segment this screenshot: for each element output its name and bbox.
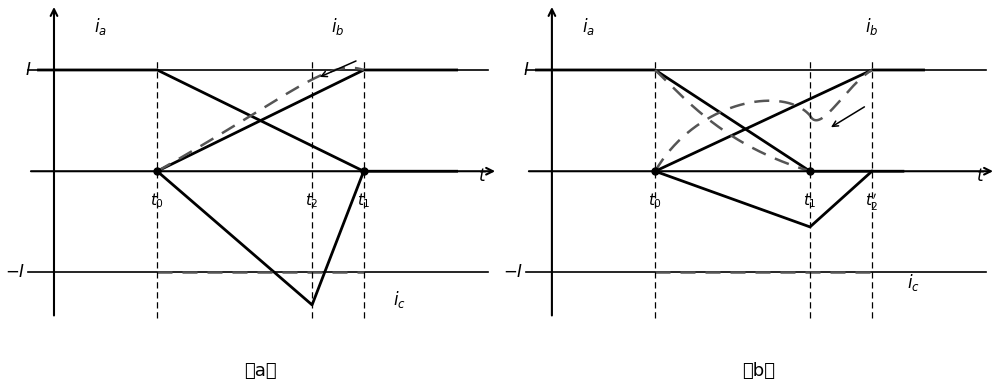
Text: $-I$: $-I$ <box>503 264 523 282</box>
Text: $t_0$: $t_0$ <box>648 192 662 210</box>
Text: $i_b$: $i_b$ <box>331 16 345 37</box>
Text: $i_a$: $i_a$ <box>94 16 107 37</box>
Text: $i_c$: $i_c$ <box>907 272 920 293</box>
Text: $t_1$: $t_1$ <box>357 192 371 210</box>
Text: $i_c$: $i_c$ <box>393 289 406 310</box>
Text: $t_0$: $t_0$ <box>150 192 164 210</box>
Text: $t$: $t$ <box>976 167 985 186</box>
Text: $t$: $t$ <box>478 167 487 186</box>
Text: $-I$: $-I$ <box>5 264 25 282</box>
Text: $t_1$: $t_1$ <box>803 192 817 210</box>
Text: $t_2$: $t_2$ <box>305 192 319 210</box>
Text: $I$: $I$ <box>25 61 31 79</box>
Text: $t_2'$: $t_2'$ <box>865 192 879 213</box>
Text: $I$: $I$ <box>523 61 529 79</box>
Text: （a）: （a） <box>244 362 277 380</box>
Text: （b）: （b） <box>742 362 775 380</box>
Text: $i_b$: $i_b$ <box>865 16 879 37</box>
Text: $i_a$: $i_a$ <box>582 16 595 37</box>
